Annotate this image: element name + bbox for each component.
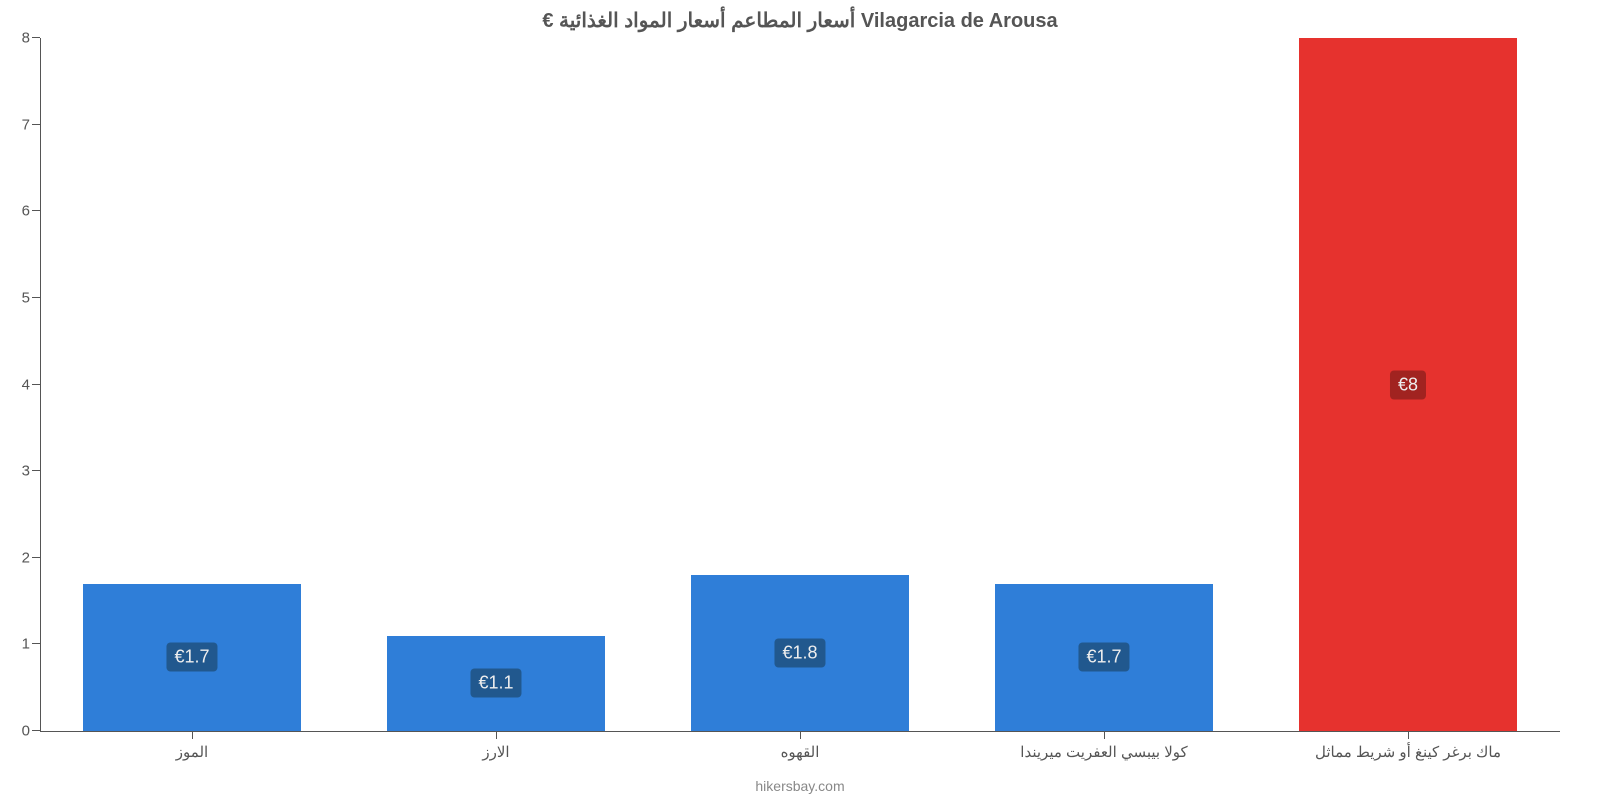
y-tick-label: 1	[22, 636, 30, 653]
y-tick-label: 6	[22, 203, 30, 220]
x-tick	[800, 731, 801, 739]
y-tick-label: 2	[22, 549, 30, 566]
chart-footer: hikersbay.com	[0, 778, 1600, 794]
x-tick	[192, 731, 193, 739]
x-tick-label: القهوه	[781, 743, 820, 761]
x-tick-label: الارز	[482, 743, 509, 761]
y-tick	[32, 297, 40, 298]
y-tick	[32, 557, 40, 558]
x-tick	[1104, 731, 1105, 739]
x-tick	[1408, 731, 1409, 739]
x-tick	[496, 731, 497, 739]
y-tick	[32, 37, 40, 38]
y-tick-label: 7	[22, 116, 30, 133]
x-tick-label: الموز	[176, 743, 208, 761]
y-tick	[32, 384, 40, 385]
y-tick-label: 8	[22, 30, 30, 47]
x-tick-label: ماك برغر كينغ أو شريط مماثل	[1315, 743, 1501, 761]
y-tick	[32, 730, 40, 731]
bar-value-label: €1.7	[1078, 643, 1129, 672]
y-tick-label: 5	[22, 289, 30, 306]
bar-value-label: €8	[1390, 370, 1426, 399]
y-tick-label: 3	[22, 463, 30, 480]
bar-value-label: €1.1	[470, 669, 521, 698]
plot-area: 012345678€8ماك برغر كينغ أو شريط مماثل€1…	[40, 38, 1560, 732]
y-tick-label: 4	[22, 376, 30, 393]
bar-value-label: €1.8	[774, 639, 825, 668]
x-tick-label: كولا بيبسي العفريت ميريندا	[1020, 743, 1187, 761]
bar-value-label: €1.7	[166, 643, 217, 672]
price-chart: Vilagarcia de Arousa أسعار المطاعم أسعار…	[0, 0, 1600, 800]
y-tick	[32, 643, 40, 644]
y-tick	[32, 470, 40, 471]
y-axis	[40, 38, 41, 731]
chart-title: Vilagarcia de Arousa أسعار المطاعم أسعار…	[0, 8, 1600, 33]
y-tick	[32, 210, 40, 211]
y-tick	[32, 124, 40, 125]
y-tick-label: 0	[22, 723, 30, 740]
